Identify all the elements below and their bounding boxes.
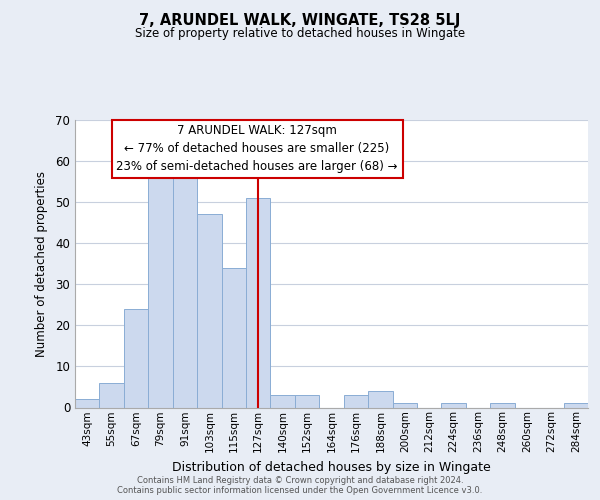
Bar bbox=[148, 178, 173, 408]
Bar bbox=[124, 309, 148, 408]
Bar bbox=[197, 214, 221, 408]
Bar bbox=[392, 404, 417, 407]
Bar bbox=[221, 268, 246, 407]
X-axis label: Distribution of detached houses by size in Wingate: Distribution of detached houses by size … bbox=[172, 460, 491, 473]
Bar bbox=[173, 174, 197, 408]
Bar bbox=[246, 198, 271, 408]
Bar bbox=[368, 391, 392, 407]
Text: Size of property relative to detached houses in Wingate: Size of property relative to detached ho… bbox=[135, 28, 465, 40]
Text: 7 ARUNDEL WALK: 127sqm
← 77% of detached houses are smaller (225)
23% of semi-de: 7 ARUNDEL WALK: 127sqm ← 77% of detached… bbox=[116, 124, 398, 174]
Bar bbox=[490, 404, 515, 407]
Text: Contains HM Land Registry data © Crown copyright and database right 2024.
Contai: Contains HM Land Registry data © Crown c… bbox=[118, 476, 482, 495]
Bar bbox=[75, 400, 100, 407]
Text: 7, ARUNDEL WALK, WINGATE, TS28 5LJ: 7, ARUNDEL WALK, WINGATE, TS28 5LJ bbox=[139, 14, 461, 28]
Bar bbox=[563, 404, 588, 407]
Bar bbox=[100, 383, 124, 407]
Bar bbox=[442, 404, 466, 407]
Bar bbox=[271, 395, 295, 407]
Bar bbox=[295, 395, 319, 407]
Y-axis label: Number of detached properties: Number of detached properties bbox=[35, 171, 49, 357]
Bar bbox=[344, 395, 368, 407]
